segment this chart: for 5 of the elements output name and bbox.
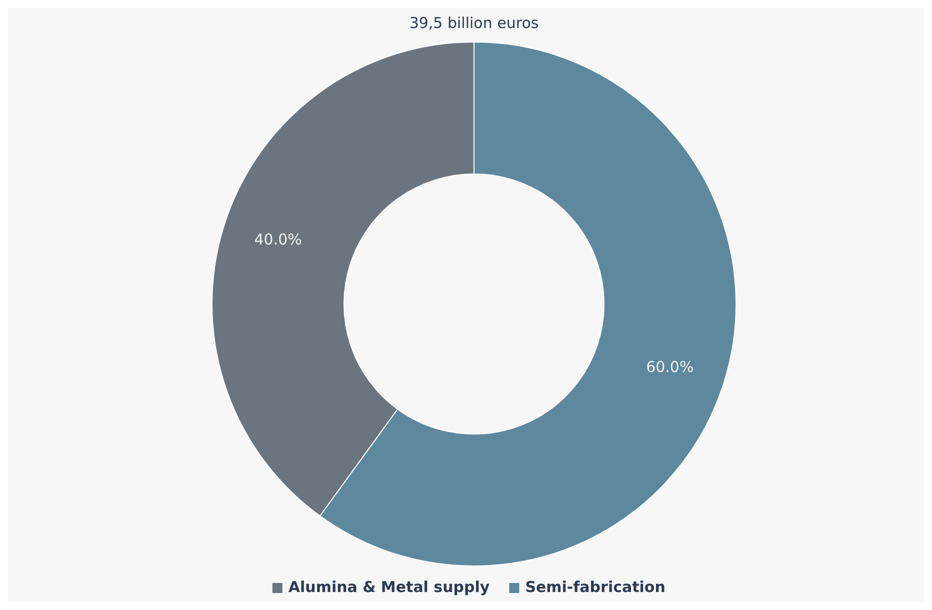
legend-label: Alumina & Metal supply — [288, 578, 490, 596]
data-label: 60.0% — [646, 358, 694, 376]
legend-label: Semi-fabrication — [525, 578, 666, 596]
data-label: 40.0% — [254, 230, 302, 248]
chart-title: 39,5 billion euros — [409, 14, 539, 32]
